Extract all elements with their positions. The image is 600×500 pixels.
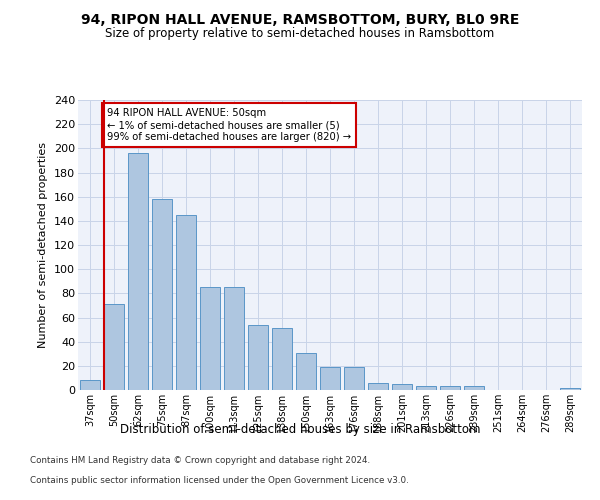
Bar [80,380,100,390]
Bar [416,386,436,390]
Bar [272,328,292,390]
Bar [200,288,220,390]
Text: Contains public sector information licensed under the Open Government Licence v3: Contains public sector information licen… [30,476,409,485]
Bar [176,215,196,390]
Bar [248,325,268,390]
Bar [104,304,124,390]
Bar [368,383,388,390]
Bar [296,352,316,390]
Bar [128,153,148,390]
Y-axis label: Number of semi-detached properties: Number of semi-detached properties [38,142,49,348]
Bar [440,386,460,390]
Text: Distribution of semi-detached houses by size in Ramsbottom: Distribution of semi-detached houses by … [120,422,480,436]
Bar [464,386,484,390]
Bar [320,367,340,390]
Bar [560,388,580,390]
Bar [344,367,364,390]
Bar [392,384,412,390]
Text: 94, RIPON HALL AVENUE, RAMSBOTTOM, BURY, BL0 9RE: 94, RIPON HALL AVENUE, RAMSBOTTOM, BURY,… [81,12,519,26]
Bar [224,288,244,390]
Text: Contains HM Land Registry data © Crown copyright and database right 2024.: Contains HM Land Registry data © Crown c… [30,456,370,465]
Text: Size of property relative to semi-detached houses in Ramsbottom: Size of property relative to semi-detach… [106,28,494,40]
Bar [152,199,172,390]
Text: 94 RIPON HALL AVENUE: 50sqm
← 1% of semi-detached houses are smaller (5)
99% of : 94 RIPON HALL AVENUE: 50sqm ← 1% of semi… [107,108,351,142]
